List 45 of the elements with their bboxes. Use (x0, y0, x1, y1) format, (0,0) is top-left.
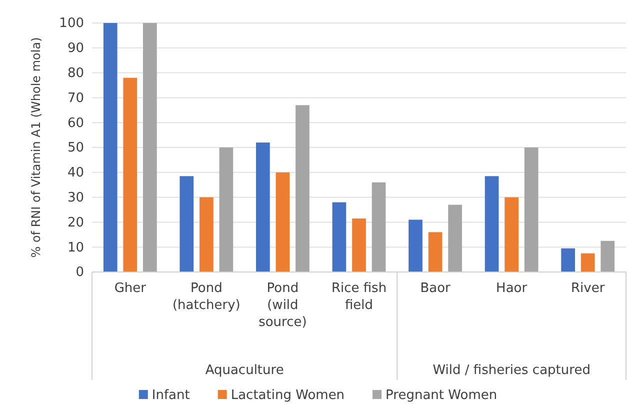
bar (408, 220, 422, 272)
bar (296, 105, 310, 272)
bar (372, 182, 386, 272)
y-tick-label: 0 (76, 265, 84, 280)
y-tick-label: 90 (67, 41, 84, 56)
bar (332, 202, 346, 272)
x-tick-label: Haor (496, 281, 528, 296)
bar (448, 204, 462, 272)
x-tick-label: Pond (wild source) (258, 281, 307, 330)
bar (561, 248, 575, 272)
bar (428, 232, 442, 272)
bar (200, 197, 214, 272)
legend-label: Lactating Women (230, 388, 345, 403)
legend-label: Pregnant Women (386, 388, 498, 403)
bar (600, 240, 615, 272)
bar (276, 172, 290, 272)
text: Wild / fisheries captured (432, 363, 590, 378)
y-tick-label: 70 (67, 90, 84, 106)
bar (524, 148, 538, 272)
x-tick-label: Pond (hatchery) (172, 281, 240, 313)
x-tick-label: Baor (420, 281, 452, 296)
bar (580, 253, 595, 272)
x-tick-label: River (571, 281, 606, 296)
y-tick-label: 40 (67, 166, 84, 181)
y-tick-label: 100 (59, 16, 84, 32)
y-tick-label: 20 (67, 215, 84, 230)
bar (123, 78, 138, 272)
y-tick-label: 30 (67, 190, 84, 206)
y-tick-label: 80 (67, 66, 84, 81)
legend-label: Infant (152, 388, 190, 403)
bar (143, 23, 157, 272)
bar (219, 148, 234, 272)
bar (352, 218, 366, 272)
y-tick-label: 60 (67, 116, 84, 131)
bar (504, 197, 518, 272)
bar (484, 176, 499, 272)
y-axis-title: % of RNI of Vitamin A1 (Whole mola) (29, 37, 43, 258)
bar (256, 142, 270, 272)
x-tick-label: Gher (114, 281, 147, 296)
bar (180, 176, 194, 272)
y-tick-label: 50 (67, 140, 84, 156)
x-tick-label: Rice fish field (331, 281, 387, 313)
bar (103, 23, 118, 272)
y-tick-label: 10 (67, 240, 84, 256)
text: Aquaculture (205, 363, 284, 378)
